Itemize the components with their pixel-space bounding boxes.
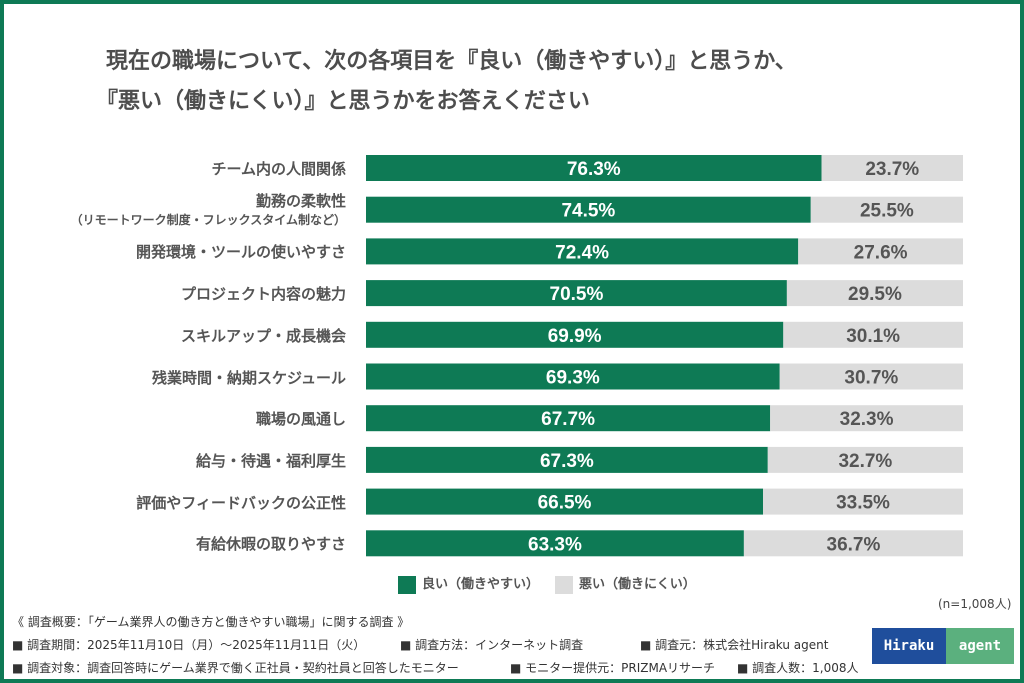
bar-good [366,196,811,223]
logo-right: agent [946,628,1014,664]
data-label-good: 67.3% [540,451,594,472]
bar-good [366,488,764,515]
category-label: 職場の風通し [256,408,346,429]
bar-bad [821,155,963,181]
category-name: 開発環境・ツールの使いやすさ [135,243,346,262]
data-label-good: 69.3% [546,368,600,389]
category-label: チーム内の人間関係 [211,158,346,179]
category-label: 残業時間・納期スケジュール [152,367,346,388]
sample-size: (n=1,008人) [938,597,1012,611]
bar-good [366,405,771,432]
chart-title: 現在の職場について、次の各項目を『良い（働きやすい）』と思うか、 『悪い（働きに… [96,42,797,122]
category-name: 勤務の柔軟性 [255,191,346,210]
category-label: 開発環境・ツールの使いやすさ [136,241,346,262]
category-name: チーム内の人間関係 [211,160,346,178]
bar-bad [763,488,963,515]
title-line-1: 現在の職場について、次の各項目を『良い（働きやすい）』と思うか、 [106,49,797,74]
category-name: 残業時間・納期スケジュール [152,368,346,387]
category-name: プロジェクト内容の魅力 [180,285,346,304]
data-label-good: 72.4% [555,242,609,263]
data-label-bad: 25.5% [860,201,914,222]
bar-good [366,238,799,265]
legend: 良い（働きやすい） 悪い（働きにくい） [398,573,696,594]
data-label-good: 67.7% [541,409,595,430]
legend-label-bad: 悪い（働きにくい） [579,577,696,592]
bar-bad [767,446,963,473]
footer-provider: ■ モニター提供元：PRIZMAリサーチ [510,661,716,675]
bar-good [366,363,780,390]
footer-period: ■ 調査期間：2025年11月10日（月）～2025年11月11日（火） [12,638,366,652]
category-label: 給与・待遇・福利厚生 [196,450,346,471]
data-label-bad: 36.7% [827,534,881,555]
bar-bad [786,280,963,307]
data-label-good: 69.9% [548,326,602,347]
legend-label-good: 良い（働きやすい） [422,577,540,592]
hiraku-agent-logo: Hiraku agent [872,628,1014,664]
footer-count: ■ 調査人数：1,008人 [737,661,859,675]
category-sub: （リモートワーク制度・フレックスタイム制など） [70,212,346,227]
data-label-bad: 30.1% [846,326,900,347]
data-label-bad: 27.6% [854,242,908,263]
bar-bad [810,196,963,223]
category-label: 勤務の柔軟性 （リモートワーク制度・フレックスタイム制など） [71,190,346,228]
bar-bad [743,530,963,557]
data-label-good: 74.5% [561,201,615,222]
legend-swatch-bad [555,575,574,594]
data-label-bad: 33.5% [836,493,890,514]
footer-target: ■ 調査対象：調査回答時にゲーム業界で働く正社員・契約社員と回答したモニター [12,661,459,675]
data-label-bad: 32.7% [838,451,892,472]
footer-summary: 《 調査概要：「ゲーム業界人の働き方と働きやすい職場」に関する調査 》 [12,615,410,629]
data-label-bad: 30.7% [844,368,898,389]
legend-bad: 悪い（働きにくい） [555,573,696,594]
bar-bad [798,238,963,265]
logo-left: Hiraku [872,628,946,664]
footer-source: ■ 調査元：株式会社Hiraku agent [640,638,829,652]
category-name: 職場の風通し [255,410,346,429]
bar-bad [783,321,963,348]
data-label-bad: 29.5% [848,284,902,305]
bar-good [366,280,787,307]
data-label-bad: 32.3% [840,409,894,430]
data-label-good: 63.3% [528,534,582,555]
category-label: スキルアップ・成長機会 [181,325,346,346]
category-name: 評価やフィードバックの公正性 [136,493,346,512]
data-label-bad: 23.7% [865,159,919,180]
category-name: 給与・待遇・福利厚生 [195,451,346,470]
bar-bad [779,363,963,390]
legend-swatch-good [398,575,416,594]
data-label-good: 66.5% [538,493,592,514]
bar-good [366,530,744,557]
footer-method: ■ 調査方法：インターネット調査 [400,638,584,652]
category-label: 評価やフィードバックの公正性 [136,492,346,513]
category-label: プロジェクト内容の魅力 [181,283,346,304]
category-name: 有給休暇の取りやすさ [195,535,346,554]
bar-good [366,446,768,473]
title-line-2: 『悪い（働きにくい）』と思うかをお答えください [96,89,590,114]
legend-good: 良い（働きやすい） [398,573,539,594]
category-name: スキルアップ・成長機会 [180,326,346,345]
bar-good [366,321,784,348]
bar-bad [770,405,963,432]
data-label-good: 76.3% [567,159,621,180]
bar-good [366,155,822,181]
category-label: 有給休暇の取りやすさ [196,533,346,554]
data-label-good: 70.5% [550,284,604,305]
